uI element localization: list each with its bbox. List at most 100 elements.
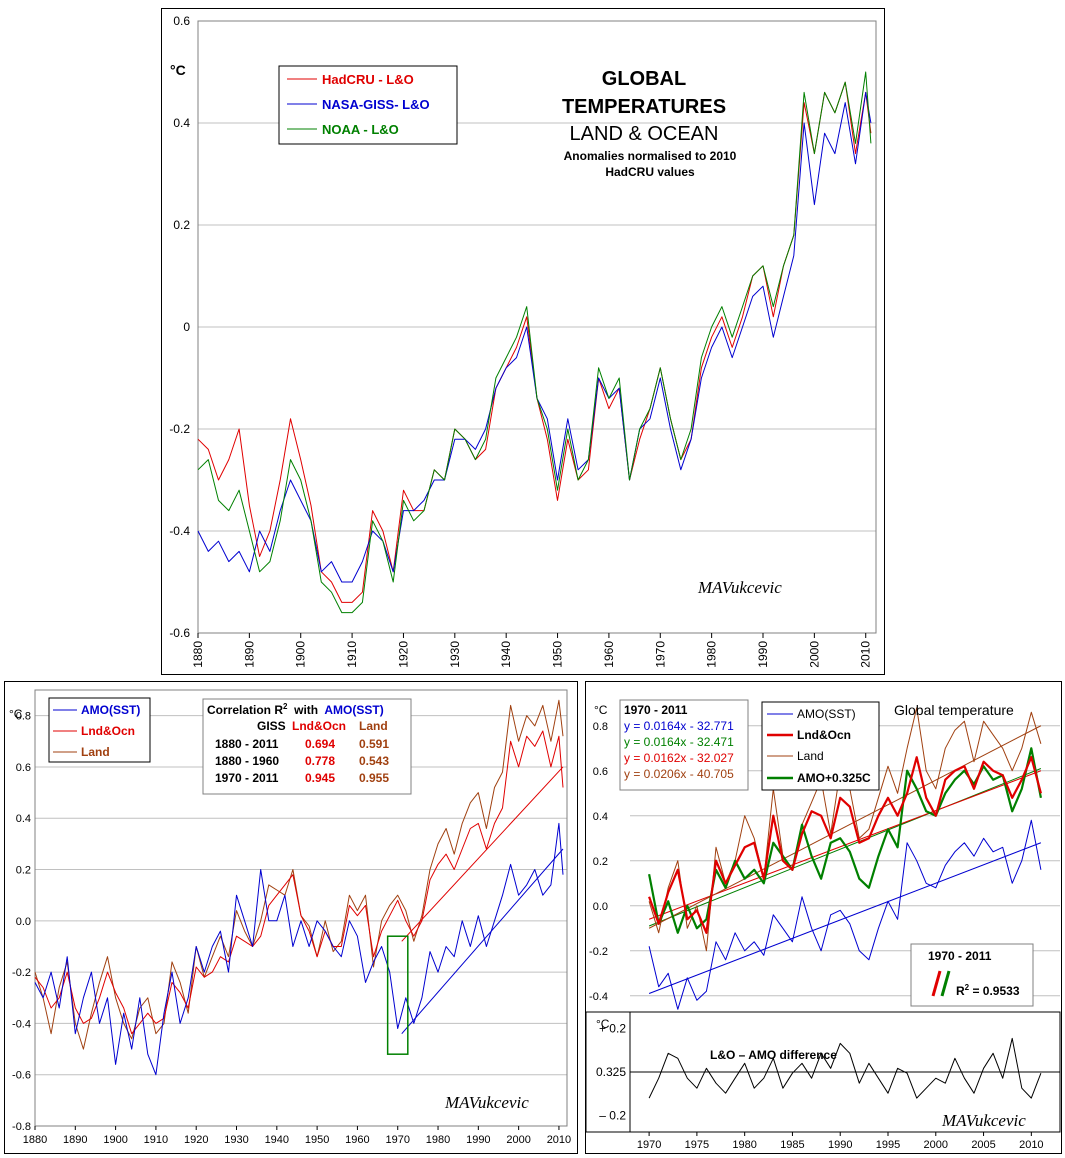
x-tick-label: 1900: [294, 641, 308, 668]
x-tick-label: 1910: [345, 641, 359, 668]
table-row-period: 1880 - 1960: [215, 754, 279, 768]
legend-label-land: Land: [797, 749, 824, 763]
y-tick-label: -0.4: [12, 1018, 31, 1030]
chart-note-line2: HadCRU values: [605, 165, 695, 179]
x-tick-label: 1960: [345, 1134, 369, 1146]
y-tick-label: -0.8: [12, 1121, 31, 1133]
x-tick-label: 1995: [876, 1139, 900, 1151]
x-tick-label: 1940: [265, 1134, 289, 1146]
x-tick-label: 2005: [971, 1139, 995, 1151]
x-tick-label: 1990: [466, 1134, 490, 1146]
bottom-left-chart-panel: 1880 1890 1900 1910 1920 1930 1940 1950 1960 1970…: [4, 681, 578, 1154]
r2-box-title: 1970 - 2011: [928, 949, 992, 963]
chart-note-line1: Anomalies normalised to 2010: [564, 149, 737, 163]
y-tick-label: -0.4: [169, 524, 190, 538]
legend-label-lndocn: Lnd&Ocn: [81, 724, 135, 738]
y-tick-label: -0.2: [169, 422, 190, 436]
legend-label-amo: AMO(SST): [797, 707, 856, 721]
x-tick-label: 1970: [653, 641, 667, 668]
x-tick-label: 1950: [551, 641, 565, 668]
trend-line-1: [401, 766, 564, 942]
r2-box-value: R2 = 0.9533: [956, 983, 1020, 998]
y-tick-label: 0.4: [173, 116, 190, 130]
x-tick-label: 1980: [426, 1134, 450, 1146]
x-tick-label: 1970: [385, 1134, 409, 1146]
table-header-land: Land: [359, 719, 388, 733]
diff-y-tick-label: – 0.2: [599, 1109, 626, 1123]
table-row-land: 0.591: [359, 737, 389, 751]
legend: AMO(SST) Lnd&Ocn Land AMO+0.325C: [761, 701, 880, 791]
y-tick-label: 0.4: [16, 813, 31, 825]
diff-y-axis-unit-label: °C: [596, 1017, 610, 1031]
x-tick-label: 1960: [602, 641, 616, 668]
correlation-table: Correlation R2 with AMO(SST) GISS Lnd&Oc…: [202, 698, 412, 795]
y-tick-label: 0.0: [593, 901, 608, 913]
x-tick-label: 1930: [448, 641, 462, 668]
equation-land: y = 0.0206x - 40.705: [624, 767, 734, 781]
x-tick-label: 1975: [685, 1139, 709, 1151]
amo-correlation-chart: 1880 1890 1900 1910 1920 1930 1940 1950 1960 1970…: [9, 689, 571, 1146]
table-row-land: 0.543: [359, 754, 389, 768]
x-tick-label: 2010: [1019, 1139, 1043, 1151]
r2-marker-red: [931, 970, 942, 997]
legend-label-lndocn: Lnd&Ocn: [797, 728, 851, 742]
y-tick-label: 0.6: [16, 762, 31, 774]
y-tick-label: 0.4: [593, 811, 608, 823]
top-chart-panel: 1880 1890 1900 1910 1920 1930 1940 1950 1960 1970…: [161, 8, 885, 675]
x-tick-label: 1920: [396, 641, 410, 668]
y-tick-label: -0.6: [169, 626, 190, 640]
table-row-period: 1880 - 2011: [215, 737, 279, 751]
legend: AMO(SST) Lnd&Ocn Land: [48, 697, 151, 763]
table-row-lndocn: 0.945: [305, 771, 335, 785]
trend-line-1: [648, 768, 1042, 927]
y-tick-label: -0.2: [12, 967, 31, 979]
y-tick-label: 0.2: [593, 856, 608, 868]
y-tick-label: -0.6: [12, 1070, 31, 1082]
x-tick-label: 2000: [924, 1139, 948, 1151]
table-header-giss: GISS: [257, 719, 286, 733]
bottom-right-chart-panel: 0.8 0.6 0.4 0.2 0.0 -0.2 -0.4 °C 1970 - 2011 y…: [585, 681, 1062, 1154]
y-tick-label: 0.6: [593, 766, 608, 778]
y-tick-label: 0.0: [16, 916, 31, 928]
y-tick-label: -0.4: [589, 991, 608, 1003]
table-row-land: 0.955: [359, 771, 389, 785]
x-tick-label: 1970: [637, 1139, 661, 1151]
legend-label-amo-offset: AMO+0.325C: [797, 771, 871, 785]
series-line-1: [34, 730, 564, 1035]
legend-label-giss: NASA-GISS- L&O: [322, 97, 430, 112]
x-tick-label: 1980: [732, 1139, 756, 1151]
chart-title: Global temperature: [894, 702, 1014, 718]
x-tick-label: 1980: [705, 641, 719, 668]
x-tick-label: 1890: [63, 1134, 87, 1146]
chart-subtitle: LAND & OCEAN: [570, 123, 719, 145]
legend-label-amo: AMO(SST): [81, 703, 140, 717]
series-line-1: [648, 756, 1042, 934]
legend: HadCRU - L&O NASA-GISS- L&O NOAA - L&O: [278, 65, 458, 145]
y-tick-label: 0.8: [593, 721, 608, 733]
equation-amo-offset: y = 0.0164x - 32.471: [624, 735, 734, 749]
series-line-1: [197, 91, 872, 583]
y-axis-unit-label: °C: [9, 707, 23, 721]
series-line-0: [648, 819, 1042, 1010]
legend-label-hadcru: HadCRU - L&O: [322, 72, 414, 87]
x-tick-label: 1880: [23, 1134, 47, 1146]
chart-title-line2: TEMPERATURES: [562, 96, 726, 118]
r2-box: 1970 - 2011 R2 = 0.9533: [910, 943, 1034, 1007]
x-tick-label: 2010: [547, 1134, 571, 1146]
highlight-box: [386, 935, 409, 1055]
trend-line-0: [401, 848, 564, 1034]
equations-title: 1970 - 2011: [624, 703, 688, 717]
x-tick-label: 1990: [756, 641, 770, 668]
x-tick-label: 1990: [828, 1139, 852, 1151]
diff-title: L&O – AMO difference: [710, 1048, 837, 1062]
y-tick-label: 0.2: [173, 218, 190, 232]
series-line-0: [197, 81, 872, 603]
x-tick-label: 1985: [780, 1139, 804, 1151]
series-line-0: [648, 1037, 1042, 1099]
y-tick-label: 0: [183, 320, 190, 334]
equations-box: 1970 - 2011 y = 0.0164x - 32.771 y = 0.0…: [619, 699, 749, 791]
y-axis-unit-label: °C: [594, 703, 608, 717]
equation-lndocn: y = 0.0162x - 32.027: [624, 751, 734, 765]
x-tick-label: 2000: [807, 641, 821, 668]
series-line-0: [34, 822, 564, 1076]
